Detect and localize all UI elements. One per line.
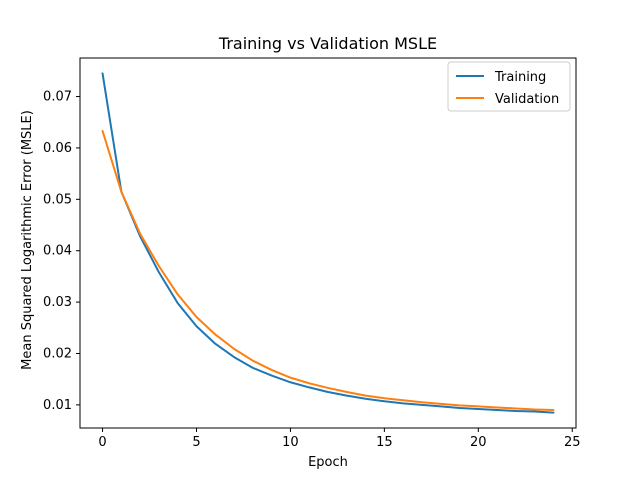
plot-area: 0 5 10 15 20 25 0.01 0.02 0.03 0.04 0.05 0.06 0.07 — [43, 57, 581, 450]
y-tick-label: 0.06 — [43, 141, 72, 156]
x-tick-label: 15 — [376, 435, 393, 450]
y-tick-label: 0.01 — [43, 398, 72, 413]
legend-label-validation: Validation — [495, 92, 559, 107]
x-axis-label: Epoch — [308, 455, 348, 470]
legend: Training Validation — [447, 61, 571, 112]
x-tick-label: 10 — [282, 435, 299, 450]
legend-label-training: Training — [494, 70, 546, 85]
y-tick-label: 0.03 — [43, 295, 72, 310]
y-tick-label: 0.07 — [43, 90, 72, 105]
x-tick-label: 0 — [98, 435, 106, 450]
chart-title: Training vs Validation MSLE — [218, 34, 437, 53]
training-series-line — [101, 72, 555, 414]
plot-frame — [79, 57, 577, 429]
x-tick-label: 5 — [192, 435, 200, 450]
x-tick-label: 20 — [470, 435, 487, 450]
y-tick-label: 0.05 — [43, 192, 72, 207]
y-tick-label: 0.04 — [43, 244, 72, 259]
validation-series-line — [101, 129, 555, 412]
y-axis-label: Mean Squared Logarithmic Error (MSLE) — [20, 110, 35, 370]
x-tick-label: 25 — [564, 435, 581, 450]
y-tick-label: 0.02 — [43, 346, 72, 361]
